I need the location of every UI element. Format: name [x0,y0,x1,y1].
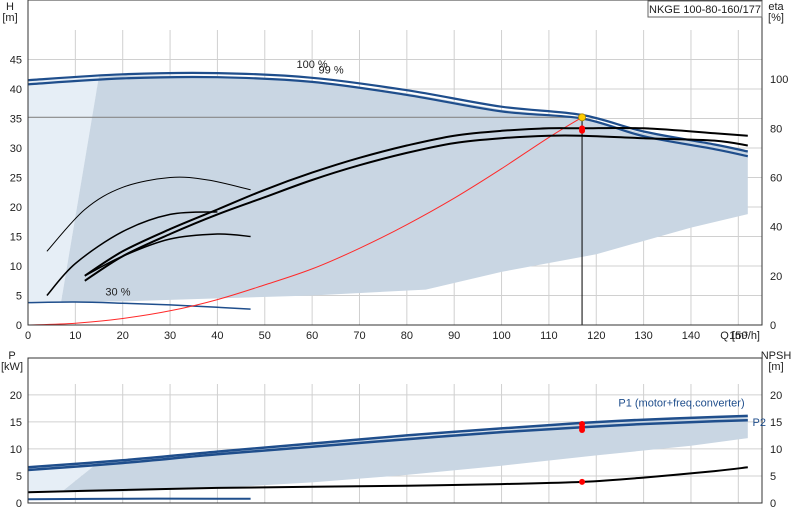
x-tick-label: 60 [306,330,318,342]
eta-tick-label: 20 [770,271,782,283]
h-tick-label: 5 [16,291,22,303]
h-axis-label: H [6,1,14,13]
x-tick-label: 150 [729,330,747,342]
top-series-line-4 [84,126,748,277]
h-tick-label: 30 [10,143,22,155]
duty-point-marker [578,113,586,122]
p-axis-label: [kW] [1,361,23,373]
h-tick-label: 40 [10,84,22,96]
h-tick-label: 35 [10,114,22,126]
npsh-tick-label: 15 [770,417,782,429]
pump-model-box [647,0,763,18]
p-tick-label: 5 [16,471,22,483]
top-operating-marker-1 [579,127,586,134]
npsh-tick-label: 20 [770,390,782,402]
top-series-line-7 [84,233,251,277]
top-operating-region [61,75,748,303]
eta-tick-label: 40 [770,222,782,234]
top-series-line-1 [27,75,749,158]
x-tick-label: 110 [540,330,558,342]
npsh-tick-label: 0 [770,498,776,510]
p-tick-label: 15 [10,417,22,429]
speed-label-99: 99 % [319,65,344,77]
bottom-plot-frame [27,357,763,504]
h-tick-label: 10 [10,261,22,273]
pump-model-title: NKGE 100-80-160/177 [649,4,761,16]
h-tick-label: 20 [10,202,22,214]
eta-axis-label: [%] [768,12,784,24]
eta-tick-label: 0 [770,320,776,332]
top-light-region [28,76,100,303]
npsh-tick-label: 10 [770,444,782,456]
top-series-line-0 [27,71,749,153]
bottom-series-line-0 [27,414,748,469]
h-tick-label: 0 [16,320,22,332]
bottom-operating-marker-2 [579,426,586,433]
p-axis-label: P [8,350,15,362]
h-tick-label: 45 [10,55,22,67]
x-tick-label: 70 [353,330,365,342]
p-tick-label: 0 [16,498,22,510]
x-tick-label: 100 [492,330,510,342]
h-axis-label: [m] [2,12,17,24]
top-series-line-2 [27,301,251,310]
x-tick-label: 30 [164,330,176,342]
p-tick-label: 20 [10,390,22,402]
top-series-line-5 [84,134,748,282]
x-tick-label: 120 [587,330,605,342]
speed-label-30: 30 % [105,287,130,299]
npsh-axis-label: [m] [768,361,783,373]
npsh-axis-label: NPSH [761,350,792,362]
bottom-series-line-2 [27,466,748,494]
top-series-line-8 [46,211,218,297]
bottom-operating-marker-3 [579,478,586,485]
h-tick-label: 25 [10,173,22,185]
npsh-tick-label: 5 [770,471,776,483]
x-tick-label: 50 [259,330,271,342]
x-tick-label: 20 [117,330,129,342]
x-tick-label: 90 [448,330,460,342]
speed-label-100: 100 % [297,59,328,71]
x-tick-label: 130 [634,330,652,342]
q-axis-label: Q [m³/h] [720,330,760,342]
bottom-series-line-1 [27,418,748,472]
eta-axis-label: eta [768,1,784,13]
legend-p2: P2 [753,417,766,429]
legend-p1: P1 (motor+freq.converter) [618,398,744,410]
bottom-series-line-3 [27,497,251,501]
x-tick-label: 10 [69,330,81,342]
eta-tick-label: 60 [770,173,782,185]
top-series-line-6 [46,176,251,252]
top-plot-frame [27,0,763,326]
h-tick-label: 15 [10,232,22,244]
p-tick-label: 10 [10,444,22,456]
eta-tick-label: 100 [770,74,788,86]
top-series-line-3 [27,116,583,326]
eta-tick-label: 80 [770,123,782,135]
bottom-operating-region [61,415,748,493]
x-tick-label: 40 [211,330,223,342]
x-tick-label: 140 [682,330,700,342]
x-tick-label: 0 [25,330,31,342]
x-tick-label: 80 [401,330,413,342]
